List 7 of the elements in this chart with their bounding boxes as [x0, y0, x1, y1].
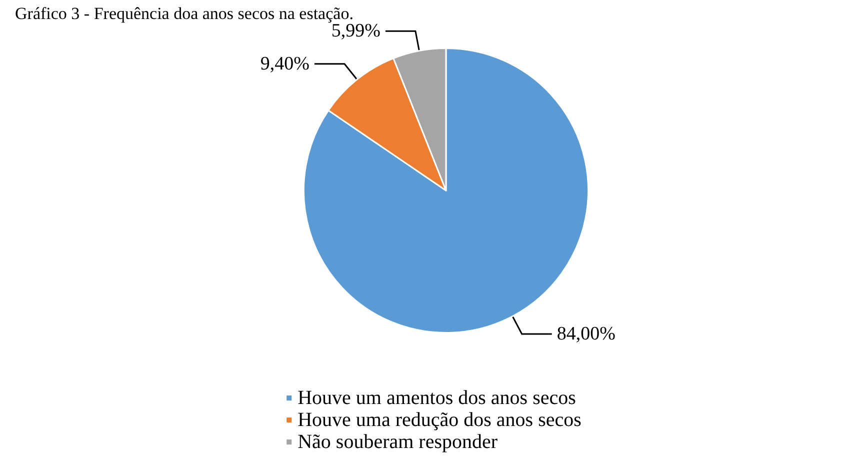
legend-label: Não souberam responder — [298, 431, 498, 453]
data-label: 5,99% — [331, 20, 381, 42]
legend-label: Houve uma redução dos anos secos — [298, 409, 582, 431]
legend-label: Houve um amentos dos anos secos — [298, 387, 576, 409]
data-label: 9,40% — [260, 53, 310, 74]
chart-title: Gráfico 3 - Frequência doa anos secos na estação. — [15, 4, 354, 23]
data-label: 84,00% — [556, 323, 616, 344]
